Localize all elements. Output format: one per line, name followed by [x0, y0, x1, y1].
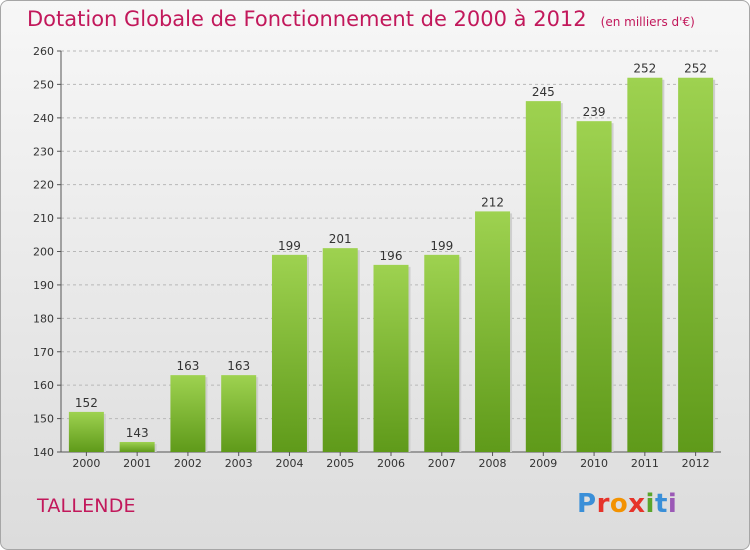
bar-2012 — [678, 77, 714, 452]
y-tick-label: 180 — [33, 312, 54, 325]
value-label: 212 — [481, 195, 504, 209]
title-text: Dotation Globale de Fonctionnement de 20… — [27, 7, 587, 31]
x-tick-label: 2011 — [631, 457, 659, 470]
y-tick-label: 140 — [33, 446, 54, 459]
x-tick-label: 2012 — [682, 457, 710, 470]
bar-2009 — [525, 101, 561, 452]
bar-2011 — [627, 77, 663, 452]
bars — [68, 77, 716, 453]
unit-text: (en milliers d'€) — [600, 15, 695, 29]
bar-2005 — [322, 248, 358, 452]
x-tick-label: 2001 — [123, 457, 151, 470]
x-tick-label: 2002 — [174, 457, 202, 470]
value-label: 252 — [684, 62, 707, 76]
x-tick-label: 2004 — [275, 457, 303, 470]
x-tick-label: 2007 — [428, 457, 456, 470]
value-label: 239 — [583, 105, 606, 119]
logo-letter: t — [654, 489, 668, 519]
x-tick-label: 2008 — [479, 457, 507, 470]
value-label: 163 — [176, 359, 199, 373]
x-tick-label: 2005 — [326, 457, 354, 470]
commune-name: TALLENDE — [37, 495, 136, 517]
y-tick-label: 230 — [33, 145, 54, 158]
y-tick-label: 250 — [33, 78, 54, 91]
y-tick-label: 170 — [33, 346, 54, 359]
value-label: 201 — [329, 232, 352, 246]
bar-2006 — [373, 264, 409, 452]
bar-2010 — [576, 121, 612, 453]
y-tick-label: 240 — [33, 112, 54, 125]
x-tick-label: 2006 — [377, 457, 405, 470]
bar-2008 — [475, 211, 511, 452]
labels: 140 150 160 170 180 190 200 210 220 230 240 250 260 1… — [33, 45, 710, 470]
value-label: 143 — [126, 426, 149, 440]
x-tick-label: 2003 — [225, 457, 253, 470]
value-label: 199 — [430, 239, 453, 253]
x-tick-label: 2010 — [580, 457, 608, 470]
proxiti-logo: Proxiti — [577, 489, 677, 519]
value-label: 245 — [532, 85, 555, 99]
y-tick-label: 210 — [33, 212, 54, 225]
logo-letter: i — [645, 489, 655, 519]
logo-letter: P — [577, 489, 597, 519]
y-tick-label: 260 — [33, 45, 54, 58]
y-tick-label: 200 — [33, 246, 54, 259]
x-tick-label: 2009 — [529, 457, 557, 470]
logo-letter: x — [628, 489, 646, 519]
value-label: 252 — [633, 62, 656, 76]
y-tick-label: 220 — [33, 179, 54, 192]
bar-2001 — [119, 441, 155, 452]
chart-title: Dotation Globale de Fonctionnement de 20… — [27, 7, 695, 31]
value-label: 152 — [75, 396, 98, 410]
bar-2007 — [424, 254, 460, 452]
y-tick-label: 150 — [33, 413, 54, 426]
logo-letter: o — [609, 489, 629, 519]
value-label: 163 — [227, 359, 250, 373]
y-tick-label: 160 — [33, 379, 54, 392]
bar-2000 — [68, 411, 104, 452]
logo-letter: r — [596, 489, 610, 519]
bar-2002 — [170, 375, 206, 452]
x-tick-label: 2000 — [72, 457, 100, 470]
value-label: 199 — [278, 239, 301, 253]
bar-2004 — [271, 254, 307, 452]
value-label: 196 — [380, 249, 403, 263]
y-tick-label: 190 — [33, 279, 54, 292]
bar-2003 — [221, 375, 257, 452]
logo-letter: i — [667, 489, 678, 519]
